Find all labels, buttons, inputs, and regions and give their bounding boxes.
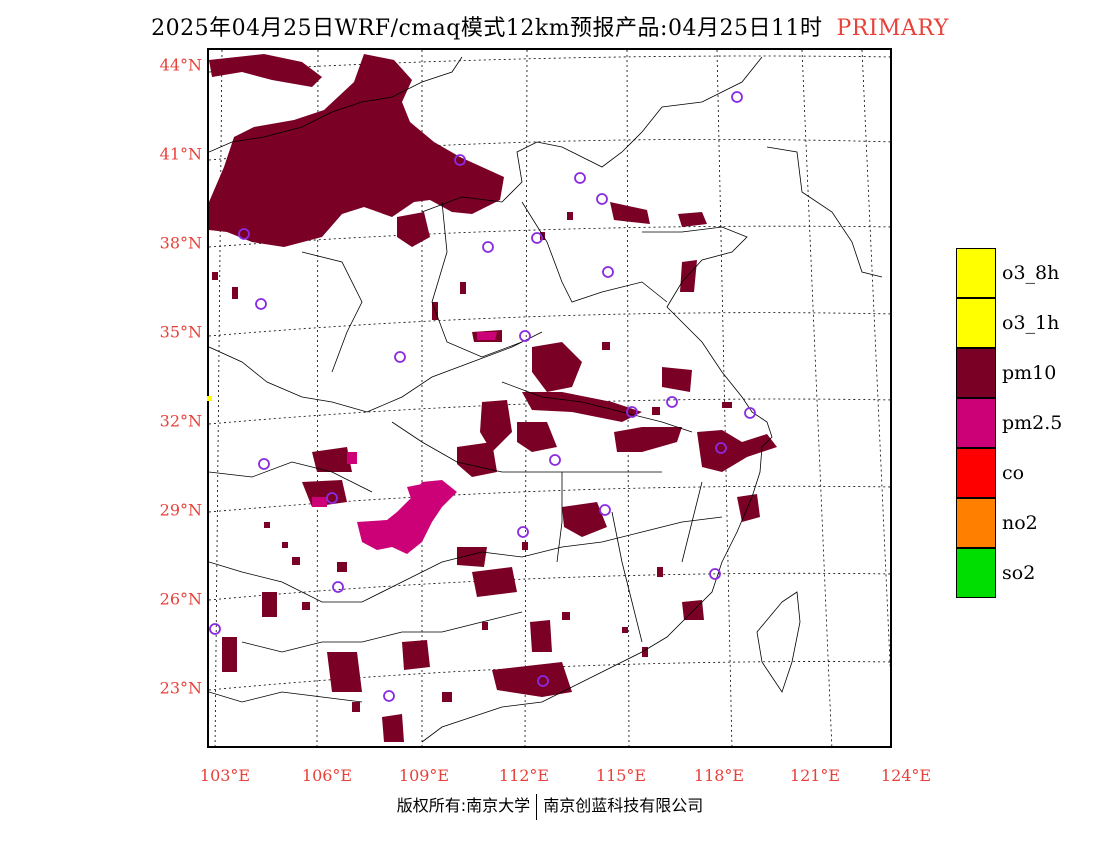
lon-label-109: 109°E (398, 766, 450, 785)
legend-label-pm10: pm10 (1002, 362, 1057, 384)
legend-label-co: co (1002, 462, 1025, 484)
primary-tag: PRIMARY (836, 16, 949, 41)
lon-label-124: 124°E (880, 766, 932, 785)
legend-swatch-o3-1h (956, 298, 996, 348)
legend-label-o3-1h: o3_1h (1002, 312, 1060, 334)
legend-item-pm10: pm10 (956, 348, 1096, 398)
pm25-regions (312, 332, 497, 554)
legend-swatch-o3-8h (956, 248, 996, 298)
copyright-right: 南京创蓝科技有限公司 (543, 796, 704, 815)
legend-item-pm25: pm2.5 (956, 398, 1096, 448)
lon-label-121: 121°E (789, 766, 841, 785)
pm10-regions (209, 54, 777, 742)
legend-swatch-co (956, 448, 996, 498)
map-title-main: 2025年04月25日WRF/cmaq模式12km预报产品:04月25日11时 (151, 16, 823, 41)
lat-label-35: 35°N (159, 322, 202, 342)
legend-swatch-so2 (956, 548, 996, 598)
lon-label-118: 118°E (693, 766, 745, 785)
lat-label-29: 29°N (159, 500, 202, 520)
map-area[interactable] (207, 48, 892, 748)
map-title: 2025年04月25日WRF/cmaq模式12km预报产品:04月25日11时 P… (0, 10, 1100, 42)
boundaries (209, 56, 883, 743)
legend-swatch-no2 (956, 498, 996, 548)
lat-label-32: 32°N (159, 411, 202, 431)
footer-divider (536, 793, 538, 820)
legend-label-so2: so2 (1002, 562, 1036, 584)
station-markers (209, 91, 756, 702)
legend: o3_8h o3_1h pm10 pm2.5 co no2 so2 (956, 248, 1096, 598)
lat-label-44: 44°N (159, 55, 202, 75)
legend-label-o3-8h: o3_8h (1002, 262, 1060, 284)
legend-item-so2: so2 (956, 548, 1096, 598)
lon-label-112: 112°E (498, 766, 550, 785)
copyright-left: 版权所有:南京大学 (396, 796, 531, 815)
lat-label-41: 41°N (159, 144, 202, 164)
legend-label-no2: no2 (1002, 512, 1038, 534)
lon-label-115: 115°E (595, 766, 647, 785)
legend-swatch-pm10 (956, 348, 996, 398)
lon-label-103: 103°E (199, 766, 251, 785)
legend-item-co: co (956, 448, 1096, 498)
lon-label-106: 106°E (301, 766, 353, 785)
o3-speck (207, 396, 212, 401)
legend-item-o3-1h: o3_1h (956, 298, 1096, 348)
copyright-footer: 版权所有:南京大学 南京创蓝科技有限公司 (0, 792, 1100, 820)
lat-label-38: 38°N (159, 233, 202, 253)
lat-label-23: 23°N (159, 678, 202, 698)
legend-label-pm25: pm2.5 (1002, 412, 1063, 434)
legend-item-o3-8h: o3_8h (956, 248, 1096, 298)
legend-item-no2: no2 (956, 498, 1096, 548)
pollutant-map (209, 50, 890, 746)
legend-swatch-pm25 (956, 398, 996, 448)
lat-label-26: 26°N (159, 589, 202, 609)
